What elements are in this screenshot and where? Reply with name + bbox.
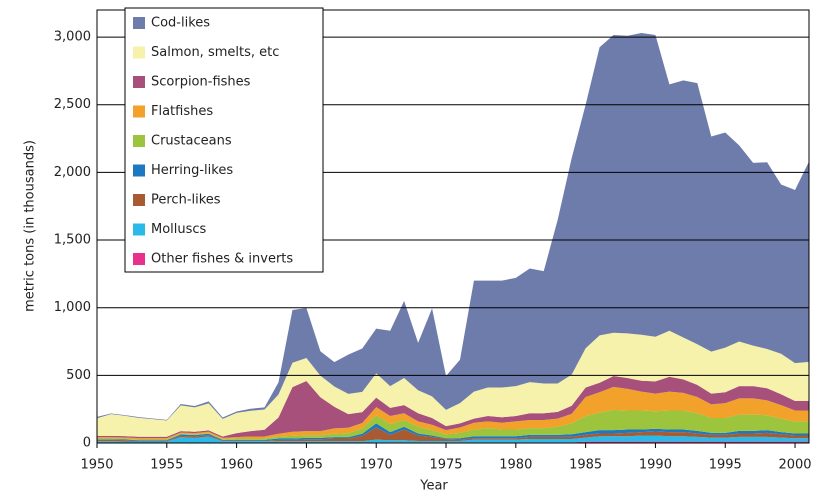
y-axis-label: metric tons (in thousands) [23, 140, 38, 312]
y-tick-label: 500 [66, 368, 91, 383]
x-tick-label: 1960 [220, 458, 253, 473]
legend-label: Herring-likes [151, 163, 233, 178]
x-tick-label: 1985 [569, 458, 602, 473]
y-tick-label: 2,500 [54, 97, 91, 112]
legend-swatch [133, 223, 145, 236]
y-tick-label: 1,500 [54, 233, 91, 248]
y-tick-label: 2,000 [54, 165, 91, 180]
y-tick-label: 0 [83, 436, 91, 451]
area [97, 33, 809, 421]
legend-label: Flatfishes [151, 104, 213, 119]
legend-label: Crustaceans [151, 134, 232, 149]
x-tick-label: 1950 [80, 458, 113, 473]
legend-swatch [133, 135, 145, 147]
area [97, 376, 809, 439]
y-tick-label: 1,000 [54, 300, 91, 315]
legend: Cod-likes Salmon, smelts, etc Scorpion-fis… [124, 7, 324, 273]
x-tick-label: 1955 [150, 458, 183, 473]
legend-box [124, 7, 324, 273]
legend-swatch [133, 194, 145, 206]
x-tick-label: 1975 [429, 458, 462, 473]
legend-label: Cod-likes [151, 16, 210, 31]
x-tick-label: 1965 [290, 458, 323, 473]
legend-swatch [133, 46, 145, 59]
legend-swatch [133, 105, 145, 118]
legend-label: Scorpion-fishes [151, 75, 251, 90]
legend-swatch [133, 253, 145, 265]
area [97, 409, 809, 441]
legend-label: Other fishes & inverts [151, 252, 293, 267]
legend-label: Perch-likes [151, 193, 221, 208]
legend-swatch [133, 164, 145, 177]
area [97, 330, 809, 437]
x-tick-label: 1980 [499, 458, 532, 473]
legend-label: Molluscs [151, 222, 207, 237]
y-tick-label: 3,000 [54, 30, 91, 45]
area [97, 435, 809, 443]
x-axis-label: Year [419, 479, 448, 494]
legend-swatch [133, 76, 145, 88]
x-tick-label: 1990 [639, 458, 672, 473]
legend-swatch [133, 17, 145, 29]
area [97, 386, 809, 440]
x-tick-label: 2000 [778, 458, 811, 473]
x-tick-label: 1995 [709, 458, 742, 473]
plot-frame [96, 9, 810, 444]
legend-label: Salmon, smelts, etc [151, 45, 279, 60]
area [97, 427, 809, 442]
x-tick-label: 1970 [360, 458, 393, 473]
